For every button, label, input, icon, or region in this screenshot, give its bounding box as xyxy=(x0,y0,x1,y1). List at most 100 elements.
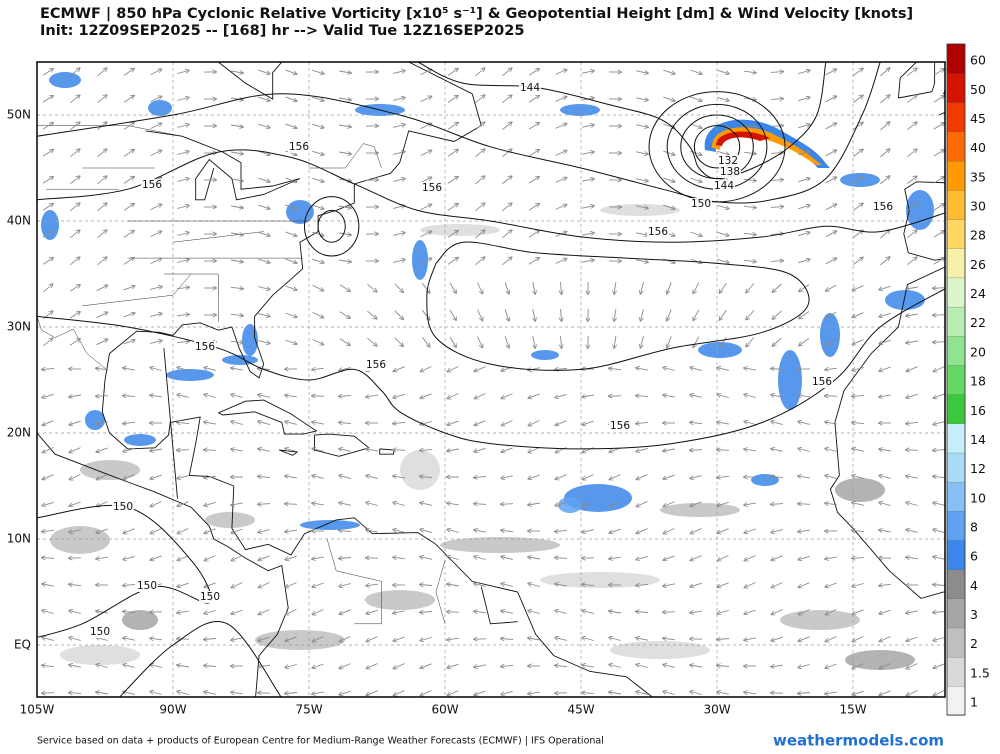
colorbar-label: 14 xyxy=(970,432,986,447)
lon-label: 75W xyxy=(295,703,322,717)
vorticity-patch xyxy=(698,342,742,358)
vorticity-patch xyxy=(540,572,660,588)
vorticity-patch xyxy=(600,204,680,216)
contour-label: 156 xyxy=(873,201,893,213)
wind-arrow xyxy=(933,315,945,316)
wind-arrow xyxy=(609,396,621,397)
wind-arrow xyxy=(798,504,810,505)
lon-label: 105W xyxy=(20,703,55,717)
lon-label: 30W xyxy=(703,703,730,717)
contour-label: 156 xyxy=(422,182,442,194)
map-title: ECMWF | 850 hPa Cyclonic Relative Vortic… xyxy=(40,6,913,22)
wind-arrow xyxy=(312,396,324,397)
contour-label: 156 xyxy=(648,226,668,238)
colorbar-label: 10 xyxy=(970,490,986,505)
wind-arrow xyxy=(690,450,702,451)
colorbar-swatch xyxy=(947,686,965,716)
colorbar-label: 26 xyxy=(970,257,986,272)
colorbar-swatch xyxy=(947,540,965,570)
colorbar-label: 45 xyxy=(970,111,986,126)
colorbar-label: 4 xyxy=(970,578,978,593)
contour-label: 156 xyxy=(142,179,162,191)
vorticity-patch xyxy=(440,537,560,553)
vorticity-patch xyxy=(531,350,559,360)
colorbar-label: 18 xyxy=(970,374,986,389)
colorbar-swatch xyxy=(947,307,965,337)
vorticity-patch xyxy=(885,290,925,310)
colorbar-label: 35 xyxy=(970,169,986,184)
lon-label: 15W xyxy=(839,703,866,717)
colorbar-swatch xyxy=(947,132,965,162)
colorbar-label: 12 xyxy=(970,461,986,476)
contour-label: 150 xyxy=(113,501,133,513)
wind-arrow xyxy=(501,504,513,505)
vorticity-patch xyxy=(85,410,105,430)
vorticity-patch xyxy=(751,474,779,486)
lat-label: 40N xyxy=(7,214,31,228)
vorticity-patch xyxy=(49,72,81,88)
contour-label: 156 xyxy=(812,376,832,388)
lon-label: 45W xyxy=(567,703,594,717)
wind-arrow xyxy=(285,504,297,505)
vorticity-patch xyxy=(255,630,345,650)
colorbar-label: 30 xyxy=(970,199,986,214)
vorticity-patch xyxy=(840,173,880,187)
contour-label: 150 xyxy=(90,626,110,638)
colorbar-label: 40 xyxy=(970,140,986,155)
lat-label: 20N xyxy=(7,426,31,440)
vorticity-patch xyxy=(420,224,500,236)
colorbar-label: 8 xyxy=(970,520,978,535)
watermark: weathermodels.com xyxy=(773,732,944,750)
wind-arrow xyxy=(906,450,918,451)
colorbar-swatch xyxy=(947,336,965,366)
colorbar-swatch xyxy=(947,161,965,191)
vorticity-patch xyxy=(60,645,140,665)
lat-label: EQ xyxy=(14,638,31,652)
colorbar-label: 1.5 xyxy=(970,665,990,680)
wind-arrow xyxy=(177,450,189,451)
vorticity-patch xyxy=(400,450,440,490)
colorbar-label: 22 xyxy=(970,315,986,330)
vorticity-patch xyxy=(660,503,740,517)
colorbar: 11.5234681012141618202224262830354045506… xyxy=(947,44,990,716)
wind-arrow xyxy=(393,450,405,451)
lon-label: 90W xyxy=(159,703,186,717)
colorbar-swatch xyxy=(947,365,965,395)
contour-label: 138 xyxy=(720,166,740,178)
colorbar-label: 60 xyxy=(970,53,986,68)
colorbar-label: 6 xyxy=(970,549,978,564)
colorbar-label: 24 xyxy=(970,286,986,301)
colorbar-label: 20 xyxy=(970,344,986,359)
colorbar-swatch xyxy=(947,423,965,453)
colorbar-swatch xyxy=(947,569,965,599)
vorticity-patch xyxy=(122,610,158,630)
contour-label: 144 xyxy=(714,180,734,192)
colorbar-swatch xyxy=(947,190,965,220)
colorbar-label: 3 xyxy=(970,607,978,622)
lat-label: 50N xyxy=(7,108,31,122)
colorbar-swatch xyxy=(947,482,965,512)
wind-arrow xyxy=(933,342,945,343)
wind-arrow xyxy=(933,288,945,289)
contour-label: 150 xyxy=(200,591,220,603)
vorticity-patch xyxy=(222,355,258,365)
colorbar-swatch xyxy=(947,219,965,249)
lon-label: 60W xyxy=(431,703,458,717)
vorticity-patch xyxy=(560,104,600,116)
colorbar-swatch xyxy=(947,598,965,628)
vorticity-patch xyxy=(205,512,255,528)
colorbar-swatch xyxy=(947,102,965,132)
colorbar-swatch xyxy=(947,628,965,658)
colorbar-swatch xyxy=(947,394,965,424)
contour-label: 156 xyxy=(610,420,630,432)
vorticity-patch xyxy=(41,210,59,240)
colorbar-swatch xyxy=(947,452,965,482)
vorticity-patch xyxy=(558,497,582,513)
contour-label: 150 xyxy=(691,198,711,210)
vorticity-patch xyxy=(148,100,172,116)
vorticity-patch xyxy=(835,478,885,502)
contour-label: 156 xyxy=(195,341,215,353)
vorticity-patch xyxy=(778,350,802,410)
colorbar-swatch xyxy=(947,657,965,687)
